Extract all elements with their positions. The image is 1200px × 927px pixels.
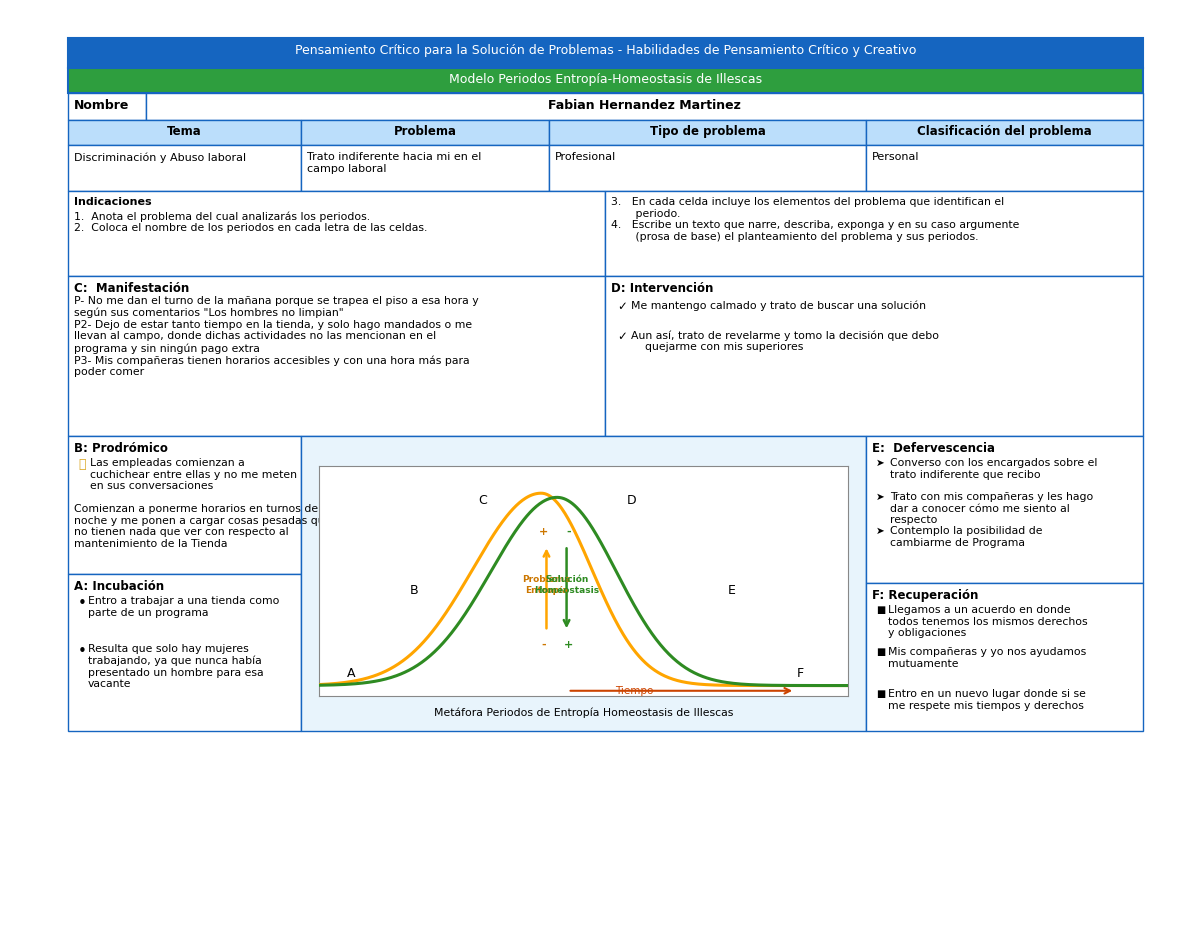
Text: Resulta que solo hay mujeres
trabajando, ya que nunca había
presentado un hombre: Resulta que solo hay mujeres trabajando,… bbox=[88, 644, 264, 690]
Bar bbox=[301, 436, 866, 731]
Text: Tipo de problema: Tipo de problema bbox=[649, 125, 766, 138]
Text: Tema: Tema bbox=[167, 125, 202, 138]
Text: Profesional: Profesional bbox=[554, 152, 617, 162]
Bar bbox=[68, 93, 146, 120]
Text: Clasificación del problema: Clasificación del problema bbox=[917, 125, 1092, 138]
Bar bbox=[866, 120, 1142, 145]
Text: Pensamiento Crítico para la Solución de Problemas - Habilidades de Pensamiento C: Pensamiento Crítico para la Solución de … bbox=[295, 44, 916, 57]
Text: Las empleadas comienzan a
cuchichear entre ellas y no me meten
en sus conversaci: Las empleadas comienzan a cuchichear ent… bbox=[90, 458, 298, 491]
Text: 3.   En cada celda incluye los elementos del problema que identifican el
       : 3. En cada celda incluye los elementos d… bbox=[611, 197, 1019, 242]
Bar bbox=[68, 145, 301, 191]
Text: ■: ■ bbox=[876, 647, 886, 657]
Text: Mis compañeras y yo nos ayudamos
mutuamente: Mis compañeras y yo nos ayudamos mutuame… bbox=[888, 647, 1086, 668]
Text: F: F bbox=[797, 667, 804, 680]
Text: +: + bbox=[564, 640, 574, 650]
Text: Entro a trabajar a una tienda como
parte de un programa: Entro a trabajar a una tienda como parte… bbox=[88, 596, 280, 617]
Bar bbox=[68, 120, 301, 145]
Bar bbox=[301, 120, 550, 145]
Text: Personal: Personal bbox=[872, 152, 919, 162]
Text: Discriminación y Abuso laboral: Discriminación y Abuso laboral bbox=[74, 152, 246, 162]
Text: B: B bbox=[410, 583, 419, 597]
Text: F: Recuperación: F: Recuperación bbox=[872, 589, 978, 602]
Text: ✓: ✓ bbox=[617, 330, 626, 343]
Text: Problema: Problema bbox=[394, 125, 456, 138]
Bar bbox=[866, 145, 1142, 191]
Text: Indicaciones: Indicaciones bbox=[74, 197, 151, 207]
Bar bbox=[146, 93, 1142, 120]
Bar bbox=[866, 583, 1142, 731]
Bar bbox=[68, 574, 301, 731]
Text: P- No me dan el turno de la mañana porque se trapea el piso a esa hora y
según s: P- No me dan el turno de la mañana porqu… bbox=[74, 296, 479, 377]
Text: Problema
Entropía: Problema Entropía bbox=[522, 575, 571, 595]
Text: Modelo Periodos Entropía-Homeostasis de Illescas: Modelo Periodos Entropía-Homeostasis de … bbox=[449, 73, 762, 86]
Text: Trato con mis compañeras y les hago
dar a conocer cómo me siento al
respecto: Trato con mis compañeras y les hago dar … bbox=[890, 492, 1093, 526]
Bar bbox=[68, 68, 1142, 93]
Text: -: - bbox=[566, 527, 571, 537]
Text: ■: ■ bbox=[876, 689, 886, 699]
Text: Solución
Homeostasis: Solución Homeostasis bbox=[534, 575, 599, 595]
Bar bbox=[866, 436, 1142, 583]
Text: Llegamos a un acuerdo en donde
todos tenemos los mismos derechos
y obligaciones: Llegamos a un acuerdo en donde todos ten… bbox=[888, 605, 1087, 638]
Text: Fabian Hernandez Martinez: Fabian Hernandez Martinez bbox=[547, 99, 740, 112]
Bar bbox=[68, 436, 301, 574]
Text: ➤: ➤ bbox=[876, 458, 884, 468]
Text: Tiempo: Tiempo bbox=[616, 686, 654, 696]
Bar bbox=[301, 145, 550, 191]
Bar bbox=[68, 191, 605, 276]
Bar bbox=[68, 276, 605, 436]
Text: B: Prodrómico: B: Prodrómico bbox=[74, 442, 168, 455]
Text: A: A bbox=[347, 667, 355, 680]
Text: E: E bbox=[727, 583, 736, 597]
Text: ⬥: ⬥ bbox=[78, 458, 85, 471]
Bar bbox=[68, 38, 1142, 68]
Bar bbox=[605, 276, 1142, 436]
Text: Contemplo la posibilidad de
cambiarme de Programa: Contemplo la posibilidad de cambiarme de… bbox=[890, 526, 1043, 548]
Bar bbox=[605, 191, 1142, 276]
Text: Trato indiferente hacia mi en el
campo laboral: Trato indiferente hacia mi en el campo l… bbox=[307, 152, 481, 173]
Text: C:  Manifestación: C: Manifestación bbox=[74, 282, 190, 295]
Text: D: D bbox=[626, 494, 636, 507]
Text: A: Incubación: A: Incubación bbox=[74, 580, 164, 593]
Text: 1.  Anota el problema del cual analizarás los periodos.
2.  Coloca el nombre de : 1. Anota el problema del cual analizarás… bbox=[74, 211, 427, 233]
Text: Aun así, trato de revelarme y tomo la decisión que debo
    quejarme con mis sup: Aun así, trato de revelarme y tomo la de… bbox=[631, 330, 940, 352]
Text: •: • bbox=[78, 596, 86, 611]
Text: ➤: ➤ bbox=[876, 526, 884, 536]
Text: E:  Defervescencia: E: Defervescencia bbox=[872, 442, 995, 455]
Text: Comienzan a ponerme horarios en turnos de
noche y me ponen a cargar cosas pesada: Comienzan a ponerme horarios en turnos d… bbox=[74, 504, 331, 549]
Text: +: + bbox=[539, 527, 548, 537]
Text: •: • bbox=[78, 644, 86, 659]
Text: C: C bbox=[479, 494, 487, 507]
Text: -: - bbox=[541, 640, 546, 650]
Text: ✓: ✓ bbox=[617, 300, 626, 313]
Text: Me mantengo calmado y trato de buscar una solución: Me mantengo calmado y trato de buscar un… bbox=[631, 300, 926, 311]
Text: ■: ■ bbox=[876, 605, 886, 615]
Text: D: Intervención: D: Intervención bbox=[611, 282, 713, 295]
Text: Nombre: Nombre bbox=[74, 99, 130, 112]
Text: Metáfora Periodos de Entropía Homeostasis de Illescas: Metáfora Periodos de Entropía Homeostasi… bbox=[434, 708, 733, 718]
Bar bbox=[550, 145, 866, 191]
Text: ➤: ➤ bbox=[876, 492, 884, 502]
Text: Converso con los encargados sobre el
trato indiferente que recibo: Converso con los encargados sobre el tra… bbox=[890, 458, 1097, 479]
Bar bbox=[550, 120, 866, 145]
Text: Entro en un nuevo lugar donde si se
me respete mis tiempos y derechos: Entro en un nuevo lugar donde si se me r… bbox=[888, 689, 1086, 711]
